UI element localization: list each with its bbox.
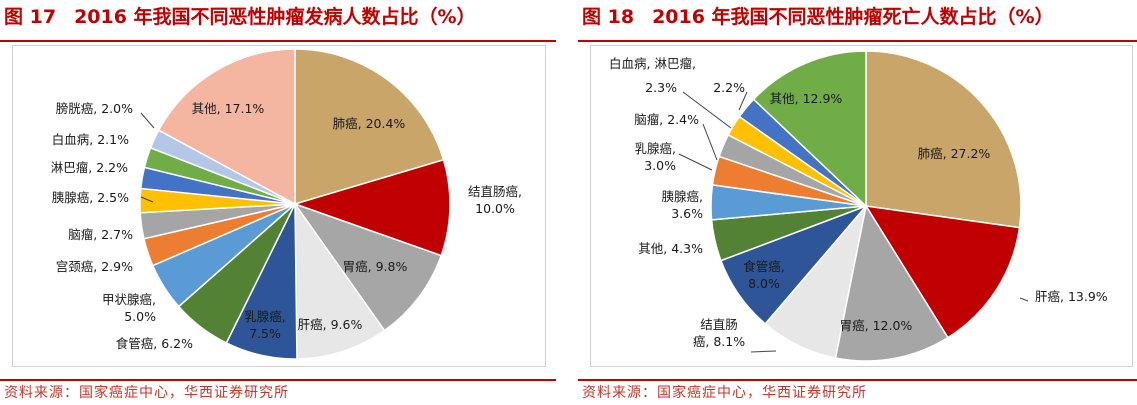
figure-17-panel: 图 17 2016 年我国不同恶性肿瘤发病人数占比（%） 肺癌, 20.4% 结直肠… xyxy=(0,0,556,405)
figure-title: 图 18 2016 年我国不同恶性肿瘤死亡人数占比（%） xyxy=(582,2,1054,32)
slice-label: 肺癌, 20.4% xyxy=(333,116,406,131)
title-rule xyxy=(0,40,556,42)
pie-chart-incidence: 肺癌, 20.4% 结直肠癌, 10.0% 胃癌, 9.8% 肝癌, 9.6% 乳腺癌, 7… xyxy=(12,45,546,367)
slice-label: 胰腺癌, 3.6% xyxy=(662,189,704,221)
figure-title-text: 2016 年我国不同恶性肿瘤发病人数占比（%） xyxy=(74,6,476,28)
figure-18-panel: 图 18 2016 年我国不同恶性肿瘤死亡人数占比（%） 肺癌, 27.2% 肝癌,… xyxy=(578,0,1137,405)
slice-label: 乳腺癌, 3.0% xyxy=(635,141,677,173)
slice-label: 食管癌, 8.0% xyxy=(743,259,784,291)
leader-line xyxy=(750,350,777,353)
source-rule xyxy=(578,379,1137,381)
title-rule xyxy=(578,40,1137,42)
slice-label: 肝癌, 9.6% xyxy=(298,317,363,332)
pie-chart-mortality: 肺癌, 27.2% 肝癌, 13.9% 胃癌, 12.0% 结直肠癌, 8.1% 食管癌… xyxy=(590,45,1133,367)
slice-label: 白血病, 2.1% xyxy=(52,132,129,147)
pie-slice xyxy=(292,158,451,257)
slice-label: 结直肠癌, 8.1% xyxy=(693,317,745,349)
source-note: 资料来源：国家癌症中心，华西证券研究所 xyxy=(4,385,289,401)
pie-slice xyxy=(294,201,386,360)
slice-label: 胃癌, 9.8% xyxy=(343,259,408,274)
leader-line xyxy=(682,91,732,129)
slice-label: 宫颈癌, 2.9% xyxy=(56,259,133,274)
slice-label: 胰腺癌, 2.5% xyxy=(52,190,129,205)
pie-slice xyxy=(752,50,867,208)
slice-label: 肺癌, 27.2% xyxy=(918,146,991,161)
pie-slice xyxy=(864,205,1021,339)
pie-slice xyxy=(293,202,443,332)
slice-label-extra: 白血病, 淋巴瘤, xyxy=(609,56,696,71)
slice-label: 结直肠癌, 10.0% xyxy=(468,184,522,216)
leader-line xyxy=(678,153,713,171)
leader-line xyxy=(140,196,154,203)
source-rule xyxy=(0,379,556,381)
source-note: 资料来源：国家癌症中心，华西证券研究所 xyxy=(582,385,867,401)
pie-chart-svg: 肺癌, 20.4% 结直肠癌, 10.0% 胃癌, 9.8% 肝癌, 9.6% 乳腺癌, 7… xyxy=(51,48,522,360)
slice-label: 其他, 17.1% xyxy=(192,101,265,116)
leader-line xyxy=(1019,297,1029,302)
slice-label: 膀胱癌, 2.0% xyxy=(56,101,133,116)
slice-label: 2.3% xyxy=(645,80,677,95)
figure-title-text: 2016 年我国不同恶性肿瘤死亡人数占比（%） xyxy=(652,6,1054,28)
slice-label: 甲状腺癌, 5.0% xyxy=(102,292,156,324)
slice-label: 其他, 12.9% xyxy=(770,91,843,106)
pie-slice xyxy=(157,48,296,206)
slice-label: 乳腺癌, 7.5% xyxy=(244,309,285,341)
slice-label: 食管癌, 6.2% xyxy=(116,336,193,351)
slice-label: 脑瘤, 2.4% xyxy=(634,112,699,127)
leader-line xyxy=(702,123,718,161)
slice-label: 2.2% xyxy=(713,80,745,95)
slice-label: 淋巴瘤, 2.2% xyxy=(51,160,128,175)
pie-slice xyxy=(865,50,1022,229)
figure-title: 图 17 2016 年我国不同恶性肿瘤发病人数占比（%） xyxy=(4,2,476,32)
pie-slice xyxy=(834,203,949,362)
leader-line xyxy=(140,112,155,129)
pie-slice xyxy=(294,48,445,206)
slice-label: 肝癌, 13.9% xyxy=(1035,289,1108,304)
slice-label: 其他, 4.3% xyxy=(638,241,703,256)
leader-line xyxy=(738,91,748,111)
figure-number: 图 18 xyxy=(582,6,635,28)
slice-label: 脑瘤, 2.7% xyxy=(68,227,133,242)
figure-number: 图 17 xyxy=(4,6,57,28)
pie-chart-svg: 肺癌, 27.2% 肝癌, 13.9% 胃癌, 12.0% 结直肠癌, 8.1% 食管癌… xyxy=(609,50,1108,362)
slice-label: 胃癌, 12.0% xyxy=(840,318,913,333)
